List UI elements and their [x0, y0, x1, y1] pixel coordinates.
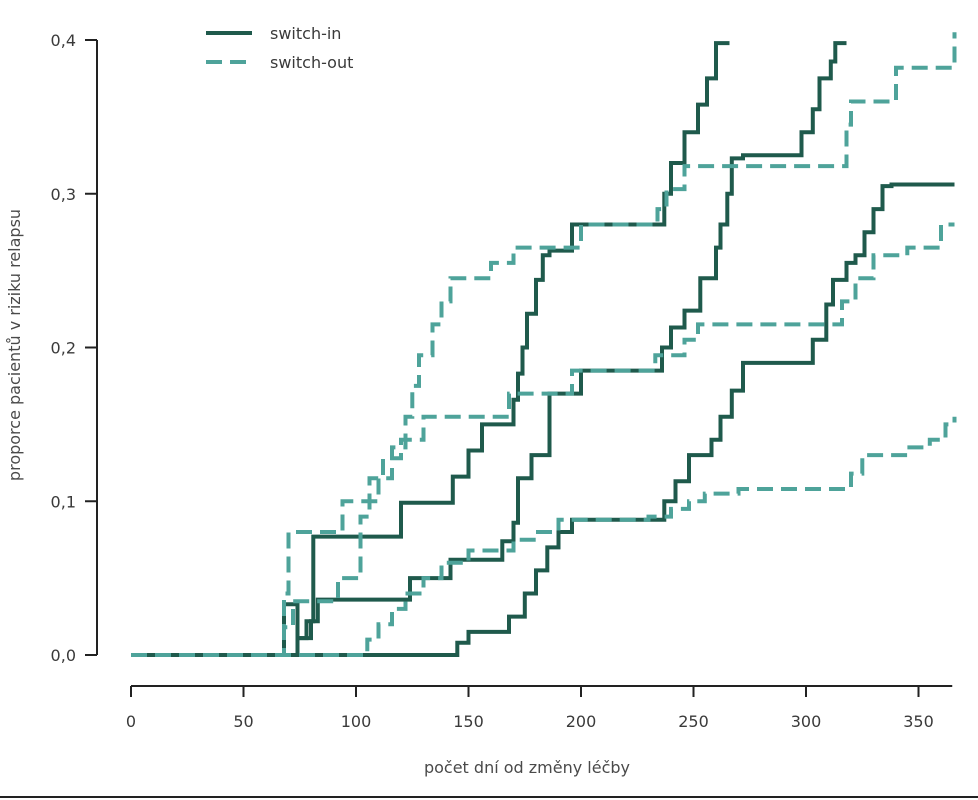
y-axis: 0,0 0,1 0,2 0,3 0,4 — [51, 31, 98, 665]
y-axis-label: proporce pacientů v riziku relapsu — [5, 209, 24, 481]
x-tick-label: 200 — [566, 712, 597, 731]
series-line-switch-out-5 — [131, 222, 955, 657]
series-line-switch-in-1 — [131, 41, 730, 657]
x-tick-label: 300 — [791, 712, 822, 731]
x-axis: 0 50 100 150 200 250 300 350 — [126, 685, 953, 731]
x-tick-label: 150 — [453, 712, 484, 731]
y-tick-label: 0,4 — [51, 31, 76, 50]
y-tick-label: 0,1 — [51, 492, 76, 511]
x-tick-label: 250 — [678, 712, 709, 731]
legend-label-switch-in: switch-in — [270, 24, 341, 43]
y-tick-label: 0,0 — [51, 646, 76, 665]
x-axis-label: počet dní od změny léčby — [424, 758, 630, 777]
x-tick-label: 50 — [233, 712, 253, 731]
series-line-switch-in-2 — [131, 41, 847, 657]
series-line-switch-out-4 — [131, 32, 957, 657]
x-tick-label: 100 — [341, 712, 372, 731]
y-tick-label: 0,3 — [51, 185, 76, 204]
x-tick-label: 0 — [126, 712, 136, 731]
legend-label-switch-out: switch-out — [270, 53, 353, 72]
y-tick-label: 0,2 — [51, 339, 76, 358]
series-line-switch-out-6 — [131, 416, 957, 657]
x-tick-label: 350 — [903, 712, 934, 731]
series-layer — [131, 32, 957, 657]
legend: switch-in switch-out — [206, 24, 353, 72]
series-line-switch-in-3 — [131, 182, 955, 657]
